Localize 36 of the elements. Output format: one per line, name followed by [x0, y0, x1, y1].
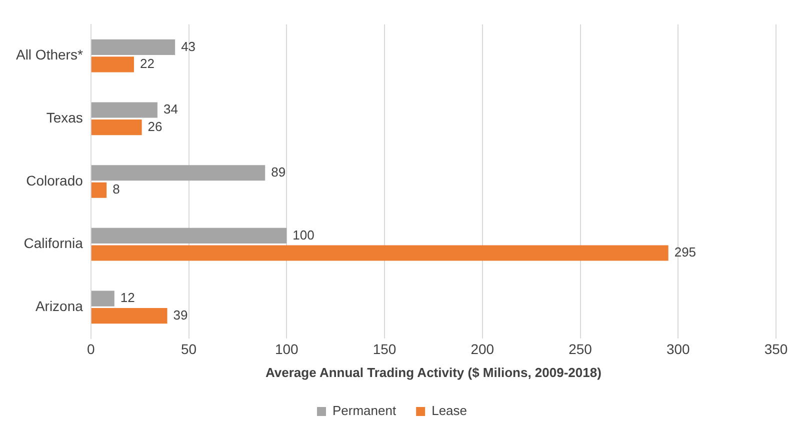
- data-label: 43: [181, 38, 196, 54]
- bar: [91, 39, 176, 55]
- x-tick-label: 200: [470, 340, 494, 357]
- y-tick-label: All Others*: [16, 46, 84, 63]
- data-label: 22: [140, 56, 154, 72]
- legend-label: Lease: [432, 403, 468, 418]
- data-label: 89: [271, 164, 286, 180]
- y-tick-label: Texas: [46, 110, 83, 126]
- data-label: 8: [112, 182, 120, 197]
- legend-label: Permanent: [332, 403, 396, 418]
- x-tick-label: 250: [568, 340, 592, 357]
- bar: [91, 165, 266, 181]
- bar: [91, 245, 668, 261]
- data-label: 26: [148, 118, 162, 134]
- y-tick-label: California: [24, 235, 84, 252]
- y-tick-label: Colorado: [26, 172, 84, 188]
- data-label: 39: [173, 307, 188, 322]
- bar: [91, 120, 142, 136]
- bar: [91, 56, 134, 72]
- x-tick-label: 100: [274, 340, 299, 357]
- x-axis-title: Average Annual Trading Activity ($ Milions, 2009-2018): [265, 364, 602, 380]
- x-tick-label: 50: [180, 340, 197, 357]
- x-tick-label: 300: [666, 340, 690, 357]
- x-tick-label: 150: [372, 340, 396, 357]
- bar: [91, 308, 168, 324]
- data-label: 100: [292, 227, 314, 242]
- bar: [91, 228, 287, 244]
- x-tick-label: 0: [87, 340, 96, 357]
- bar: [91, 290, 114, 306]
- data-label: 12: [120, 290, 135, 306]
- data-label: 295: [674, 244, 696, 260]
- data-label: 34: [163, 102, 178, 117]
- y-tick-label: Arizona: [35, 298, 84, 314]
- bar: [91, 182, 107, 198]
- x-tick-label: 350: [764, 340, 788, 357]
- bar: [91, 102, 158, 118]
